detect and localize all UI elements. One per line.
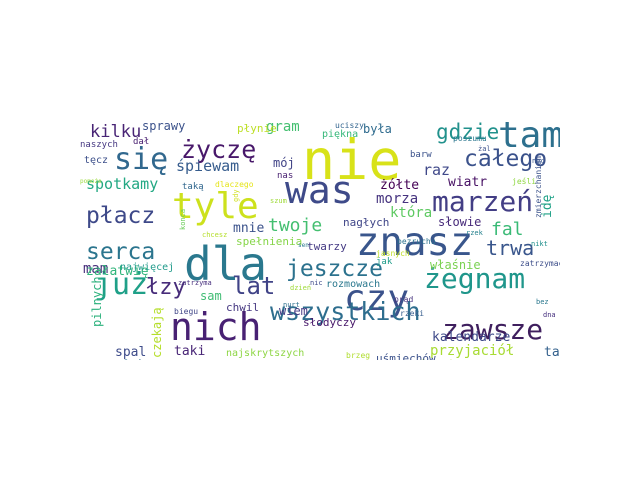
word: sam [200,289,222,303]
word: łzy [146,275,186,300]
word: szum [270,197,287,205]
word: uciszy [335,121,364,130]
word: wszystkich [270,297,421,326]
word: się [114,142,169,177]
word: rzek [466,229,483,237]
word: była [363,122,392,136]
word: sen [298,242,309,249]
word: tyle [172,186,259,227]
word: czy [344,278,410,319]
word: żółte [380,178,420,193]
word: spełnienia [236,235,303,248]
word: gdzie [436,120,500,144]
word: barw [410,150,432,160]
word: dna [543,311,556,319]
word: gram [266,120,300,135]
word: jest [418,358,457,361]
word: lat [232,272,276,300]
word: najwięcej [120,262,175,273]
word: chcesz [202,231,228,239]
word: czekają [150,307,164,358]
word: mam [83,261,109,277]
word: nagłych [343,216,390,229]
word: żegnam [424,262,526,295]
word: naszych [80,140,118,150]
word: która [390,205,433,221]
word: taką [182,182,204,192]
word: nas [277,171,294,181]
word: sprawy [142,120,186,133]
word: jasnych [376,249,410,258]
word: nich [170,305,262,349]
word: mnie [233,221,265,236]
word: tęcz [84,155,109,166]
word: właśnie [430,258,481,272]
word: prąd [394,295,414,304]
word: jeśli [512,177,537,186]
word: twoje [268,215,323,236]
word: dlaczego [215,180,254,189]
word: śpiewam [176,157,240,175]
word: rzeki [400,309,425,318]
word: twarzy [307,240,347,253]
word: załatwię [86,264,149,279]
word: kalendarze [432,330,511,345]
word: całego [464,146,548,172]
word: już [94,267,149,302]
word: marzeń [432,185,534,218]
word: bez [536,298,549,306]
word: nic [310,279,323,287]
word: nurt [283,301,300,309]
word: spal [115,345,147,360]
word: zatrzyma [178,279,212,287]
word: mój [273,156,295,170]
word: bezruchu [397,237,436,246]
word: biegu [174,307,199,316]
word: serca [86,239,156,265]
word: taki [174,344,206,359]
word: słowie [438,215,482,229]
word: znasz [356,220,474,265]
word: tak [544,345,560,360]
word: płynie [237,122,277,135]
word: pilnych [90,276,104,327]
word: nikt [531,240,548,248]
word: rozmowach [326,279,381,290]
word: wiem [279,304,308,318]
word: dzień [290,284,312,292]
word: tam [498,120,560,156]
word-cloud: nie dla nich was znasz tam czy tyle się … [80,120,560,360]
word: dał [133,137,150,147]
word: piękna [322,129,359,140]
word: morza [376,191,419,207]
word: chwil [226,301,260,314]
word: najskrytszych [226,348,305,359]
word: raz [423,161,451,179]
word: jeszcze [286,256,383,282]
word: przyjaciół [430,343,515,359]
word: spotkamy [86,175,159,193]
word: was [285,168,354,212]
word: brzeg [346,351,371,360]
word: gdy [232,189,240,202]
word: dla [184,237,268,291]
word: fal [491,219,524,240]
word: zawsze [442,313,544,346]
word: konca [179,208,187,230]
word: uśmiechów [376,352,436,360]
word: jak [376,257,393,267]
word: nie [302,128,402,192]
word: poszumu [453,134,487,143]
word: słodyczy [303,316,356,329]
word: płacz [86,203,156,229]
word: noc [532,157,545,165]
word: kilku [90,122,142,142]
word: trwa [486,236,535,260]
word: pomoże [80,178,102,185]
word: życzę [181,135,257,164]
word: żal [478,145,491,153]
word: zatrzymać [520,259,560,268]
word: wiatr [448,175,488,190]
